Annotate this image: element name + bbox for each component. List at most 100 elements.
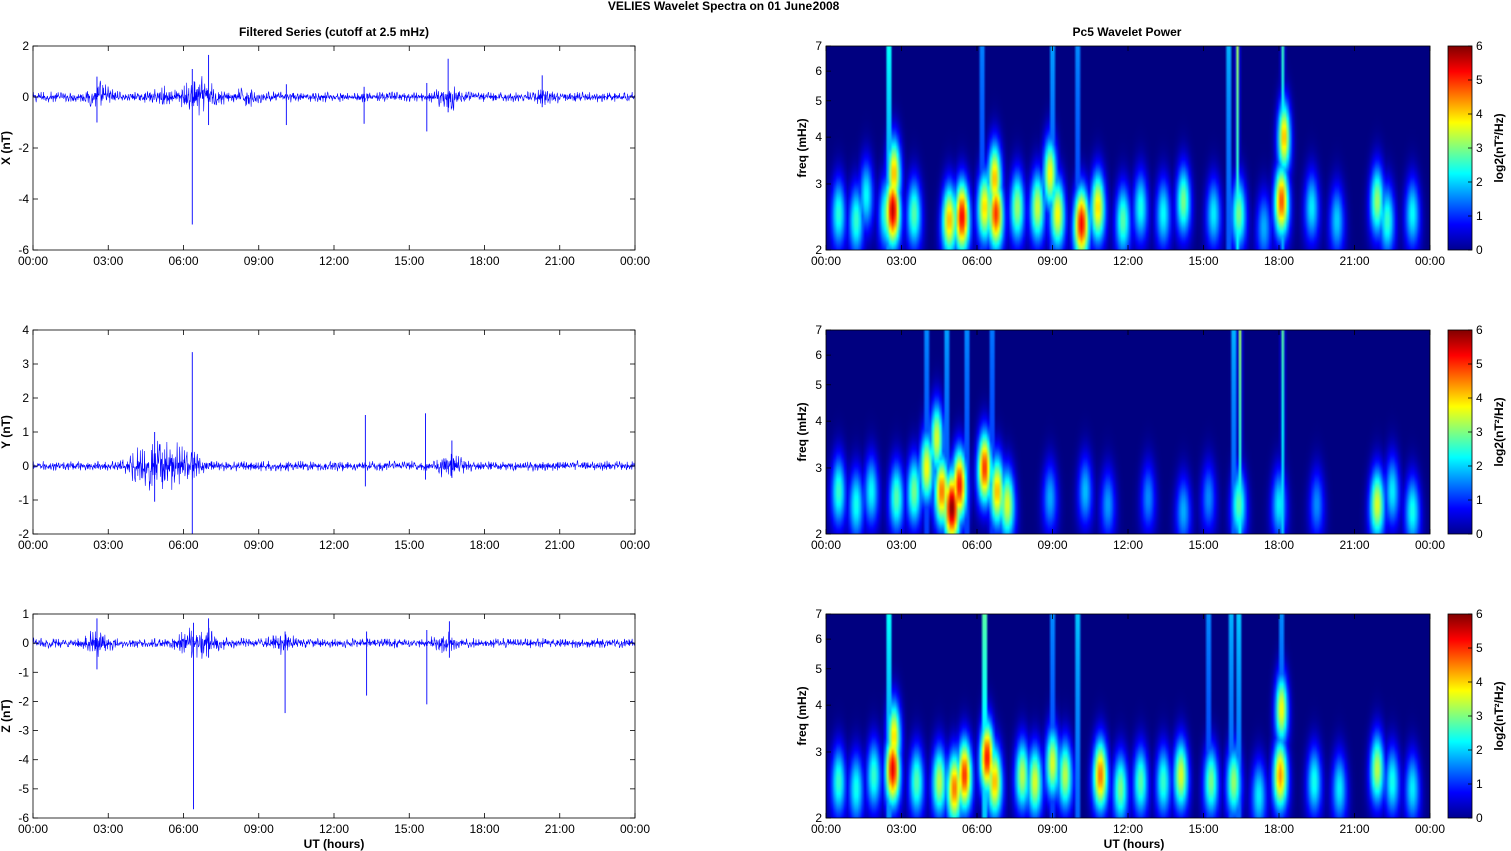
- figure-title-year: 2008: [813, 0, 840, 13]
- wavelet-x-tick-label: 03:00: [886, 822, 916, 836]
- wavelet-x-tick-label: 00:00: [1415, 254, 1445, 268]
- y-tick-label: 7: [815, 323, 822, 337]
- colorbar-tick-label: 2: [1476, 743, 1483, 757]
- y-tick-label: 0: [22, 459, 29, 473]
- y-tick-label: -1: [18, 665, 29, 679]
- y-tick-label: 4: [815, 414, 822, 428]
- y-tick-label: 0: [22, 636, 29, 650]
- y-tick-label: 5: [815, 94, 822, 108]
- series-x-tick-label: 00:00: [620, 822, 650, 836]
- colorbar-tick-label: 5: [1476, 357, 1483, 371]
- wavelet-x-tick-label: 09:00: [1037, 254, 1067, 268]
- y-tick-label: 6: [815, 64, 822, 78]
- y-tick-label: -5: [18, 782, 29, 796]
- series-x-tick-label: 18:00: [469, 822, 499, 836]
- y-tick-label: 1: [22, 425, 29, 439]
- y-tick-label: 4: [22, 323, 29, 337]
- wavelet-x-tick-label: 12:00: [1113, 822, 1143, 836]
- series-x-tick-label: 12:00: [319, 254, 349, 268]
- plot-area: [33, 46, 635, 250]
- y-tick-label: 3: [815, 461, 822, 475]
- wavelet-x-tick-label: 15:00: [1188, 822, 1218, 836]
- colorbar-tick-label: 0: [1476, 243, 1483, 257]
- series-x-tick-label: 06:00: [168, 538, 198, 552]
- colorbar-tick-label: 6: [1476, 607, 1483, 621]
- series-line-y: [32, 440, 636, 491]
- series-x-tick-label: 09:00: [244, 822, 274, 836]
- plot-area: [33, 330, 635, 534]
- wavelet-x-tick-label: 03:00: [886, 254, 916, 268]
- y-axis-label: freq (mHz): [795, 402, 809, 461]
- series-x-tick-label: 09:00: [244, 538, 274, 552]
- colorbar-tick-label: 3: [1476, 425, 1483, 439]
- wavelet-x-tick-label: 21:00: [1339, 822, 1369, 836]
- series-x-tick-label: 12:00: [319, 538, 349, 552]
- y-tick-label: -4: [18, 192, 29, 206]
- wavelet-x-tick-label: 12:00: [1113, 254, 1143, 268]
- wavelet-heatmap: [826, 330, 1430, 534]
- wavelet-x-tick-label: 12:00: [1113, 538, 1143, 552]
- series-x-tick-label: 06:00: [168, 822, 198, 836]
- series-x-tick-label: 12:00: [319, 822, 349, 836]
- y-tick-label: 0: [22, 90, 29, 104]
- wavelet-heatmap: [826, 614, 1430, 818]
- colorbar-tick-label: 4: [1476, 675, 1483, 689]
- wavelet-x-tick-label: 06:00: [962, 538, 992, 552]
- wavelet-x-tick-label: 18:00: [1264, 538, 1294, 552]
- wavelet-x-tick-label: 03:00: [886, 538, 916, 552]
- wavelet-x-tick-label: 15:00: [1188, 254, 1218, 268]
- wavelet-x-tick-label: 09:00: [1037, 538, 1067, 552]
- wavelet-x-tick-label: 00:00: [1415, 538, 1445, 552]
- series-x-tick-label: 09:00: [244, 254, 274, 268]
- colorbar-label: log2(nT²/Hz): [1492, 397, 1506, 466]
- colorbar-tick-label: 2: [1476, 175, 1483, 189]
- colorbar-tick-label: 3: [1476, 141, 1483, 155]
- y-tick-label: 3: [22, 357, 29, 371]
- y-axis-label: freq (mHz): [795, 118, 809, 177]
- wavelet-x-tick-label: 00:00: [1415, 822, 1445, 836]
- x-axis-label-left: UT (hours): [304, 837, 365, 851]
- colorbar-tick-label: 6: [1476, 323, 1483, 337]
- wavelet-x-tick-label: 09:00: [1037, 822, 1067, 836]
- y-tick-label: 2: [815, 527, 822, 541]
- series-panel-x: 20-2-4-600:00 03:00 06:00 09:00 12:00 15:00 18…: [0, 39, 650, 268]
- series-x-tick-label: 15:00: [394, 254, 424, 268]
- y-tick-label: 2: [22, 39, 29, 53]
- wavelet-x-tick-label: 21:00: [1339, 254, 1369, 268]
- y-tick-label: 3: [815, 745, 822, 759]
- series-line-x: [32, 76, 636, 116]
- plot-area: [33, 614, 635, 818]
- wavelet-x-tick-label: 18:00: [1264, 254, 1294, 268]
- y-axis-label: Z (nT): [0, 699, 13, 732]
- y-tick-label: 3: [815, 177, 822, 191]
- y-tick-label: 2: [815, 811, 822, 825]
- colorbar-tick-label: 5: [1476, 641, 1483, 655]
- y-tick-label: 4: [815, 130, 822, 144]
- colorbar-label: log2(nT²/Hz): [1492, 113, 1506, 182]
- colorbar-tick-label: 1: [1476, 209, 1483, 223]
- colorbar-tick-label: 3: [1476, 709, 1483, 723]
- colorbar-tick-label: 6: [1476, 39, 1483, 53]
- series-panel-z: 10-1-2-3-4-5-600:00 03:00 06:00 09:00 12:00 1…: [0, 607, 650, 836]
- series-x-tick-label: 03:00: [93, 822, 123, 836]
- x-axis-label-right: UT (hours): [1104, 837, 1165, 851]
- series-x-tick-label: 03:00: [93, 254, 123, 268]
- series-x-tick-label: 00:00: [18, 822, 48, 836]
- wavelet-x-tick-label: 06:00: [962, 822, 992, 836]
- colorbar-tick-label: 0: [1476, 811, 1483, 825]
- panels-group: 20-2-4-600:00 03:00 06:00 09:00 12:00 15:00 18…: [0, 39, 1506, 836]
- y-tick-label: -6: [18, 811, 29, 825]
- y-tick-label: 1: [22, 607, 29, 621]
- y-tick-label: -2: [18, 527, 29, 541]
- series-x-tick-label: 03:00: [93, 538, 123, 552]
- y-tick-label: 5: [815, 662, 822, 676]
- y-tick-label: 2: [22, 391, 29, 405]
- y-tick-label: -1: [18, 493, 29, 507]
- wavelet-heatmap: [826, 46, 1430, 250]
- y-tick-label: 2: [815, 243, 822, 257]
- colorbar-tick-label: 1: [1476, 493, 1483, 507]
